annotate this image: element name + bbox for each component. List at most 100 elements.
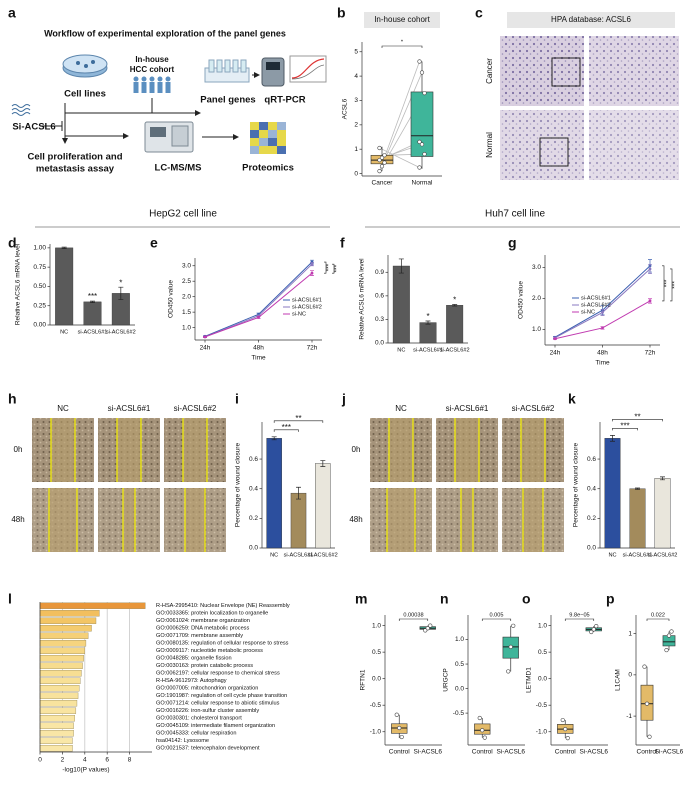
pair-line <box>381 72 423 167</box>
significance-bracket <box>332 263 335 274</box>
wound-panel: h NC si-ACSL6#1 si-ACSL6#2 0h 48h <box>8 391 226 552</box>
significance-bracket <box>662 265 665 302</box>
x-tick-label: si-ACSL6#2 <box>440 347 470 353</box>
chart-panel: k 0.0 0.2 0.4 0.6 Percentage of wound closure… <box>568 391 677 559</box>
x-tick-label: Normal <box>412 180 434 187</box>
y-tick-label: 1 <box>628 630 632 637</box>
panel-letter: c <box>475 5 483 21</box>
category-label: hsa04142: Lysosome <box>156 738 209 744</box>
cell-icon <box>84 64 88 68</box>
chart-panel: m -1.0 -0.5 0.0 0.5 1.0 RFTN1 Control Si-ACSL6 0.… <box>355 591 442 756</box>
point <box>203 335 207 339</box>
point <box>482 735 487 740</box>
panel-letter: m <box>355 591 367 607</box>
y-tick-label: 0.3 <box>375 316 384 323</box>
bar <box>39 602 146 609</box>
point <box>589 629 594 635</box>
error-bar <box>610 434 615 442</box>
chart-panel: n -0.5 0.0 0.5 1.0 URGCP Control Si-ACSL6 0.005 <box>440 591 525 756</box>
column-label: si-ACSL6#2 <box>174 404 217 413</box>
x-tick-label: Si-ACSL6 <box>655 749 684 756</box>
point <box>648 299 652 303</box>
bar <box>39 625 92 632</box>
category-label: GO:1901987: regulation of cell cycle pha… <box>156 693 287 699</box>
point <box>565 736 570 741</box>
significance-label: ** <box>634 412 640 421</box>
wound-gap <box>183 418 207 482</box>
point <box>419 70 425 75</box>
bar <box>39 700 78 707</box>
category-label: GO:0045109: intermediate filament organi… <box>156 723 275 729</box>
category-label: GO:0061024: membrane organization <box>156 618 250 624</box>
point <box>648 267 652 271</box>
bar <box>392 265 410 344</box>
tissue-image <box>500 110 584 180</box>
x-tick-label: si-ACSL6#1 <box>78 329 108 335</box>
error-bar <box>635 487 640 490</box>
workflow-title: Workflow of experimental exploration of … <box>44 28 286 38</box>
y-tick-label: 1 <box>354 146 358 153</box>
column-label: NC <box>395 404 407 413</box>
x-tick-label: 24h <box>550 350 561 357</box>
y-tick-label: 1.0 <box>455 636 464 643</box>
bar <box>266 438 282 549</box>
y-tick-label: 3.0 <box>182 262 191 269</box>
category-label: GO:0006259: DNA metabolic process <box>156 626 249 632</box>
category-label: GO:0048285: organelle fission <box>156 656 232 662</box>
y-tick-label: 0.4 <box>249 485 258 492</box>
y-tick-label: 0.6 <box>249 456 258 463</box>
chart-panel: b In-house cohort 0 1 2 3 4 5 ACSL6 Cancer Normal * <box>337 5 442 187</box>
bar <box>446 305 464 344</box>
legend-label: si-ACSL6#1 <box>292 297 322 303</box>
y-tick-label: 1.0 <box>372 622 381 629</box>
y-tick-label: 0 <box>354 170 358 177</box>
error-bar <box>296 486 301 500</box>
category-label: GO:0071214: cellular response to abiotic… <box>156 701 280 707</box>
point <box>394 712 399 717</box>
y-tick-label: 0.00 <box>33 322 46 329</box>
panel-letter: k <box>568 391 576 407</box>
category-label: GO:0007005: mitochondrion organization <box>156 686 258 692</box>
bar <box>654 478 671 549</box>
x-tick-label: NC <box>608 552 616 558</box>
significance-label: *** <box>282 423 291 432</box>
y-tick-label: 0.0 <box>455 685 464 692</box>
bar <box>39 715 75 722</box>
legend-label: si-ACSL6#2 <box>292 304 322 310</box>
point <box>644 701 650 706</box>
point <box>594 624 599 629</box>
category-label: GO:0033365: protein localization to orga… <box>156 611 268 617</box>
significance-label: 0.022 <box>651 612 665 618</box>
x-tick-label: si-ACSL6#2 <box>308 552 338 558</box>
significance-label: *** <box>334 264 341 272</box>
x-tick-label: 6 <box>105 757 109 764</box>
significance-label: *** <box>672 281 679 289</box>
workflow-label: Cell proliferation and <box>27 152 122 163</box>
legend-label: si-NC <box>581 309 595 315</box>
x-axis-label: Time <box>251 355 266 362</box>
significance-bracket <box>381 45 423 48</box>
point <box>379 164 385 169</box>
point <box>257 316 260 319</box>
y-tick-label: 0.0 <box>372 675 381 682</box>
chart-panel: l 0 2 4 6 8 -log10(P values) R-HSA-2995410: Nuc… <box>8 591 290 774</box>
panel-letter: j <box>341 391 346 407</box>
people-icon <box>133 76 171 93</box>
chart-panel: o -1.0 -0.5 0.0 0.5 1.0 LETMD1 Control Si-ACSL6 9… <box>522 591 608 756</box>
workflow-label: HCC cohort <box>130 65 175 74</box>
x-tick-label: 0 <box>38 757 42 764</box>
y-tick-label: 0.0 <box>538 675 547 682</box>
point <box>377 158 382 163</box>
x-tick-label: 72h <box>307 345 318 352</box>
x-tick-label: Si-ACSL6 <box>413 749 442 756</box>
y-tick-label: 0.2 <box>249 515 258 522</box>
lcms-icon <box>144 121 194 153</box>
point <box>477 715 482 721</box>
y-tick-label: 0.9 <box>375 269 384 276</box>
panel-header <box>364 12 440 28</box>
point <box>560 717 565 723</box>
point <box>647 734 652 739</box>
point <box>563 726 568 732</box>
y-axis-label: Percentage of wound closure <box>235 443 242 528</box>
y-tick-label: 0.6 <box>587 456 596 463</box>
